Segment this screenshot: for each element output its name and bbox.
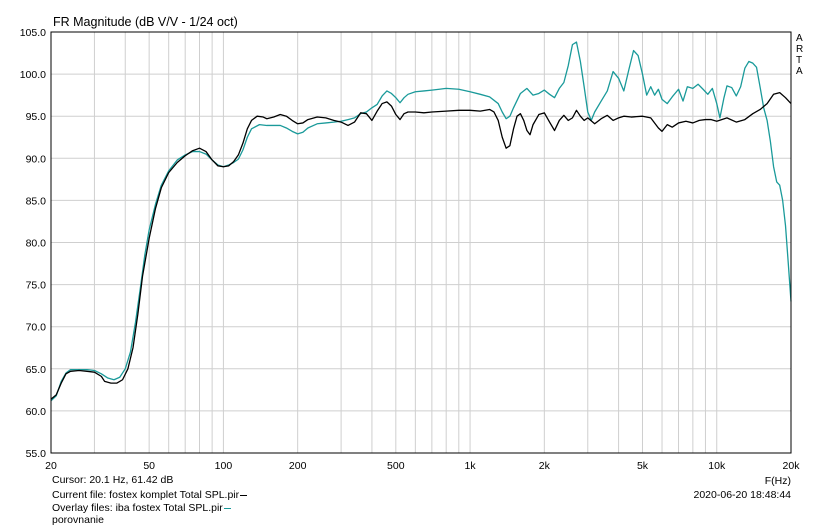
- current-file-swatch: [240, 494, 248, 496]
- x-tick-label: 2k: [539, 460, 551, 472]
- x-tick-label: 20k: [783, 460, 801, 472]
- x-tick-label: 1k: [465, 460, 477, 472]
- overlay-series-line: [50, 41, 792, 402]
- brand-letter: R: [796, 44, 803, 55]
- current-file-line: Current file: fostex komplet Total SPL.p…: [52, 489, 248, 501]
- y-tick-label: 95.0: [26, 111, 47, 123]
- y-tick-label: 85.0: [26, 195, 47, 207]
- overlay-files-line: Overlay files: iba fostex Total SPL.pir: [52, 502, 231, 514]
- x-tick-label: 500: [387, 460, 405, 472]
- x-tick-label: 200: [289, 460, 307, 472]
- overlay-file-swatch: [223, 507, 231, 509]
- cursor-readout: Cursor: 20.1 Hz, 61.42 dB: [52, 474, 174, 486]
- y-tick-label: 70.0: [26, 322, 47, 334]
- timestamp: 2020-06-20 18:48:44: [693, 489, 792, 501]
- y-tick-label: 100.0: [20, 69, 46, 81]
- x-tick-label: 10k: [708, 460, 726, 472]
- y-tick-labels: 55.0 60.0 65.0 70.0 75.0 80.0 85.0 90.0 95.0 100.…: [20, 27, 46, 460]
- x-tick-labels: 20 50 100 200 500 1k 2k 5k 10k 20k: [45, 460, 800, 472]
- brand-letter: A: [796, 66, 803, 77]
- current-file-text: Current file: fostex komplet Total SPL.p…: [52, 489, 240, 501]
- y-tick-label: 90.0: [26, 153, 47, 165]
- x-tick-label: 5k: [637, 460, 649, 472]
- brand-letter: A: [796, 33, 803, 44]
- plot-frame: [50, 31, 792, 454]
- y-tick-label: 55.0: [26, 448, 47, 460]
- x-axis-label: F(Hz): [765, 475, 791, 487]
- series-layer: [50, 41, 792, 402]
- chart-title: FR Magnitude (dB V/V - 1/24 oct): [53, 15, 238, 29]
- y-tick-label: 65.0: [26, 364, 47, 376]
- current-series-line: [50, 91, 792, 400]
- x-tick-label: 50: [143, 460, 155, 472]
- y-tick-label: 60.0: [26, 406, 47, 418]
- overlay-extra-line: porovnanie: [52, 514, 104, 526]
- brand-letter: T: [796, 55, 802, 66]
- y-tick-label: 75.0: [26, 280, 47, 292]
- grid-lines: [50, 31, 792, 454]
- x-tick-label: 20: [45, 460, 57, 472]
- overlay-files-text: Overlay files: iba fostex Total SPL.pir: [52, 502, 223, 514]
- x-tick-label: 100: [215, 460, 233, 472]
- y-tick-label: 80.0: [26, 238, 47, 250]
- y-tick-label: 105.0: [20, 27, 46, 39]
